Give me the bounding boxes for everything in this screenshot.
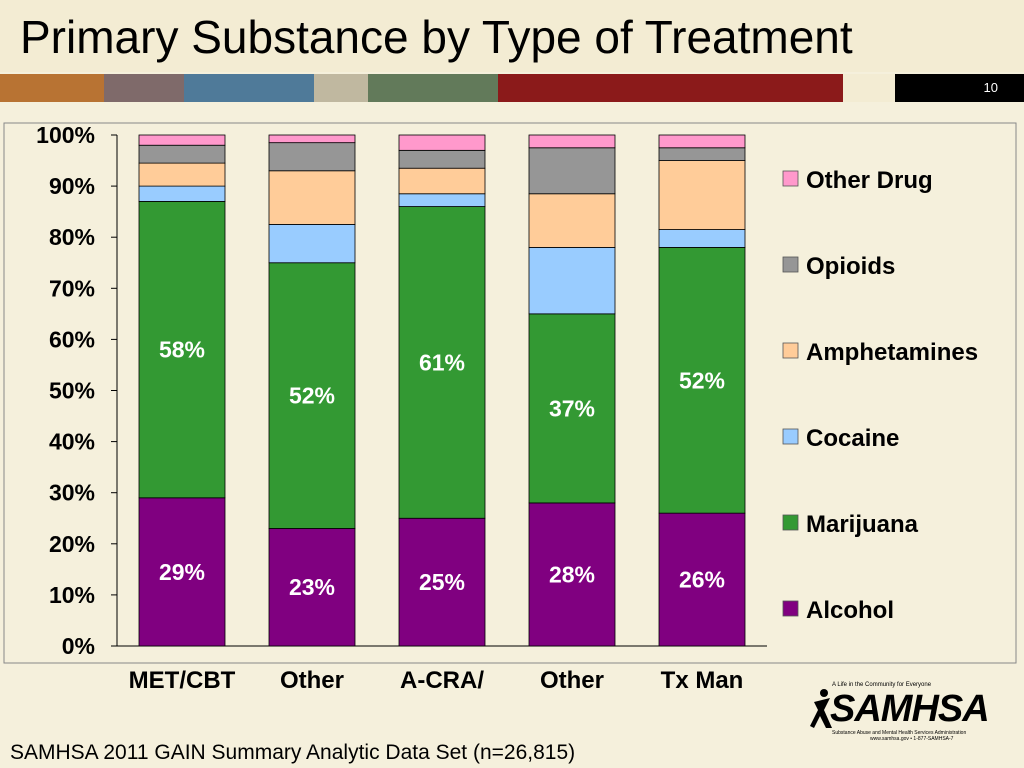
data-label: 25% [419,569,465,595]
bar-cocaine [138,185,226,202]
color-stripe: 10 [0,74,1024,102]
legend-swatch [782,256,799,273]
y-tick-label: 100% [36,122,95,148]
bar-amphetamines [658,160,746,230]
bar-marijuana [138,201,226,499]
bar-marijuana [398,206,486,519]
bar-opioids [268,142,356,172]
bar-marijuana [658,247,746,514]
category-label: MET/CBT [129,667,236,694]
bar-opioids [528,147,616,195]
legend-label: Other Drug [806,167,933,194]
legend-swatch [782,600,799,617]
bar-other-drug [658,134,746,149]
data-label: 52% [289,383,335,409]
chart-frame [3,122,1017,664]
y-tick-label: 70% [49,275,95,301]
bar-cocaine [658,229,746,248]
bar-alcohol [658,512,746,647]
data-label: 23% [289,574,335,600]
stripe-segment [184,74,314,102]
y-tick-label: 20% [49,531,95,557]
bar-other-drug [268,134,356,144]
y-tick-label: 80% [49,224,95,250]
bar-alcohol [268,528,356,647]
bar-opioids [138,144,226,164]
data-label: 28% [549,561,595,587]
y-tick-label: 50% [49,378,95,404]
data-label: 52% [679,367,725,393]
category-label: Other [540,667,604,694]
data-label: 37% [549,395,595,421]
legend-label: Marijuana [806,511,919,538]
legend-swatch [782,428,799,445]
logo-url: www.samhsa.gov • 1-877-SAMHSA-7 [870,736,954,742]
category-label: ACC [416,700,468,703]
stacked-bar-chart: 0% 10% 20% 30% 40% 50% 60% 70% 80% 90% 100% 29% 58% M… [3,122,1017,703]
y-tick-label: 90% [49,173,95,199]
bar-cocaine [398,193,486,207]
bar-marijuana [268,262,356,529]
bar-cocaine [268,224,356,264]
stripe-segment [843,74,895,102]
y-tick-label: 60% [49,326,95,352]
legend-label: Opioids [806,253,895,280]
y-tick-label: 30% [49,480,95,506]
slide-number: 10 [983,80,998,95]
bar-other-drug [398,134,486,151]
stripe-segment [104,74,184,102]
title-bar: Primary Substance by Type of Treatment [0,0,1024,72]
stripe-segment [314,74,368,102]
person-figure-icon [810,689,832,728]
bar-alcohol [528,502,616,647]
data-label: 26% [679,567,725,593]
category-label: EBTx [281,700,343,703]
y-tick-label: 0% [62,633,95,659]
data-label: 29% [159,559,205,585]
data-label: 61% [419,349,465,375]
bar-other-drug [138,134,226,146]
stripe-segment [895,74,1024,102]
stripe-segment [0,74,104,102]
category-label: A-CRA/ [400,667,484,694]
bar-marijuana [528,313,616,504]
stripe-segment [498,74,843,102]
chart-panel: 0% 10% 20% 30% 40% 50% 60% 70% 80% 90% 100% 29% 58% M… [0,103,1024,768]
category-label: Other [280,667,344,694]
data-label: 58% [159,337,205,363]
legend-label: Amphetamines [806,339,978,366]
bar-alcohol [398,517,486,647]
bar-amphetamines [528,193,616,248]
legend-swatch [782,514,799,531]
bar-amphetamines [268,170,356,225]
slide-title: Primary Substance by Type of Treatment [20,11,853,63]
logo-wordmark: SAMHSA [830,688,990,730]
bar-amphetamines [138,162,226,187]
legend-swatch [782,170,799,187]
category-label: Tx Man [661,667,744,694]
legend-label: Alcohol [806,597,894,624]
stripe-segment [368,74,498,102]
samhsa-logo: A Life in the Community for Everyone SAM… [810,682,990,742]
legend-swatch [782,342,799,359]
legend-label: Cocaine [806,425,899,452]
footer-source: SAMHSA 2011 GAIN Summary Analytic Data S… [10,741,576,764]
y-tick-label: 40% [49,429,95,455]
logo-subtitle: Substance Abuse and Mental Health Servic… [832,730,967,736]
y-tick-label: 10% [49,582,95,608]
bar-opioids [398,149,486,169]
bar-other-drug [528,134,616,149]
bar-opioids [658,147,746,161]
logo-tagline: A Life in the Community for Everyone [832,682,932,688]
bar-alcohol [138,497,226,647]
bar-amphetamines [398,167,486,195]
bar-cocaine [528,247,616,315]
